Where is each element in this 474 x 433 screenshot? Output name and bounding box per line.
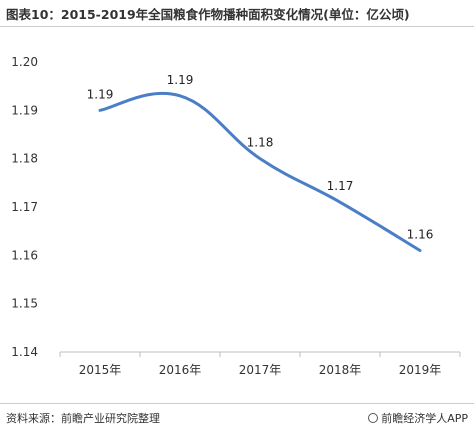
brand-logo-icon xyxy=(368,413,379,423)
data-label: 1.19 xyxy=(167,73,194,87)
data-label: 1.16 xyxy=(407,228,434,242)
y-tick-label: 1.15 xyxy=(11,297,38,311)
x-tick-label: 2016年 xyxy=(159,363,202,377)
x-tick-label: 2018年 xyxy=(319,363,362,377)
y-tick-label: 1.20 xyxy=(11,55,38,69)
data-labels: 1.19 1.19 1.18 1.17 1.16 xyxy=(87,73,434,242)
title-divider xyxy=(0,26,474,27)
x-tick-label: 2019年 xyxy=(399,363,442,377)
chart-title: 图表10：2015-2019年全国粮食作物播种面积变化情况(单位：亿公顷) xyxy=(6,7,410,22)
footer-divider xyxy=(0,403,474,404)
x-tick-label: 2015年 xyxy=(79,363,122,377)
data-label: 1.18 xyxy=(247,136,274,150)
x-tick-label: 2017年 xyxy=(239,363,282,377)
y-tick-label: 1.16 xyxy=(11,248,38,262)
y-axis-ticks: 1.20 1.19 1.18 1.17 1.16 1.15 1.14 xyxy=(11,55,38,359)
y-tick-label: 1.18 xyxy=(11,152,38,166)
source-note: 资料来源：前瞻产业研究院整理 xyxy=(6,412,160,425)
line-chart: 1.201.191.181.171.161.151.14 2015年 2016年 2… xyxy=(11,55,461,377)
series-line xyxy=(98,91,422,252)
y-tick-label: 1.14 xyxy=(11,345,38,359)
data-label: 1.19 xyxy=(87,87,114,101)
y-tick-label: 1.17 xyxy=(11,200,38,214)
brand-text: 前瞻经济学人APP xyxy=(381,412,468,425)
brand-mark: 前瞻经济学人APP xyxy=(368,410,468,426)
data-label: 1.17 xyxy=(327,179,354,193)
y-tick-label: 1.19 xyxy=(11,103,38,117)
x-axis-ticks: 2015年 2016年 2017年 2018年 2019年 xyxy=(59,352,461,377)
